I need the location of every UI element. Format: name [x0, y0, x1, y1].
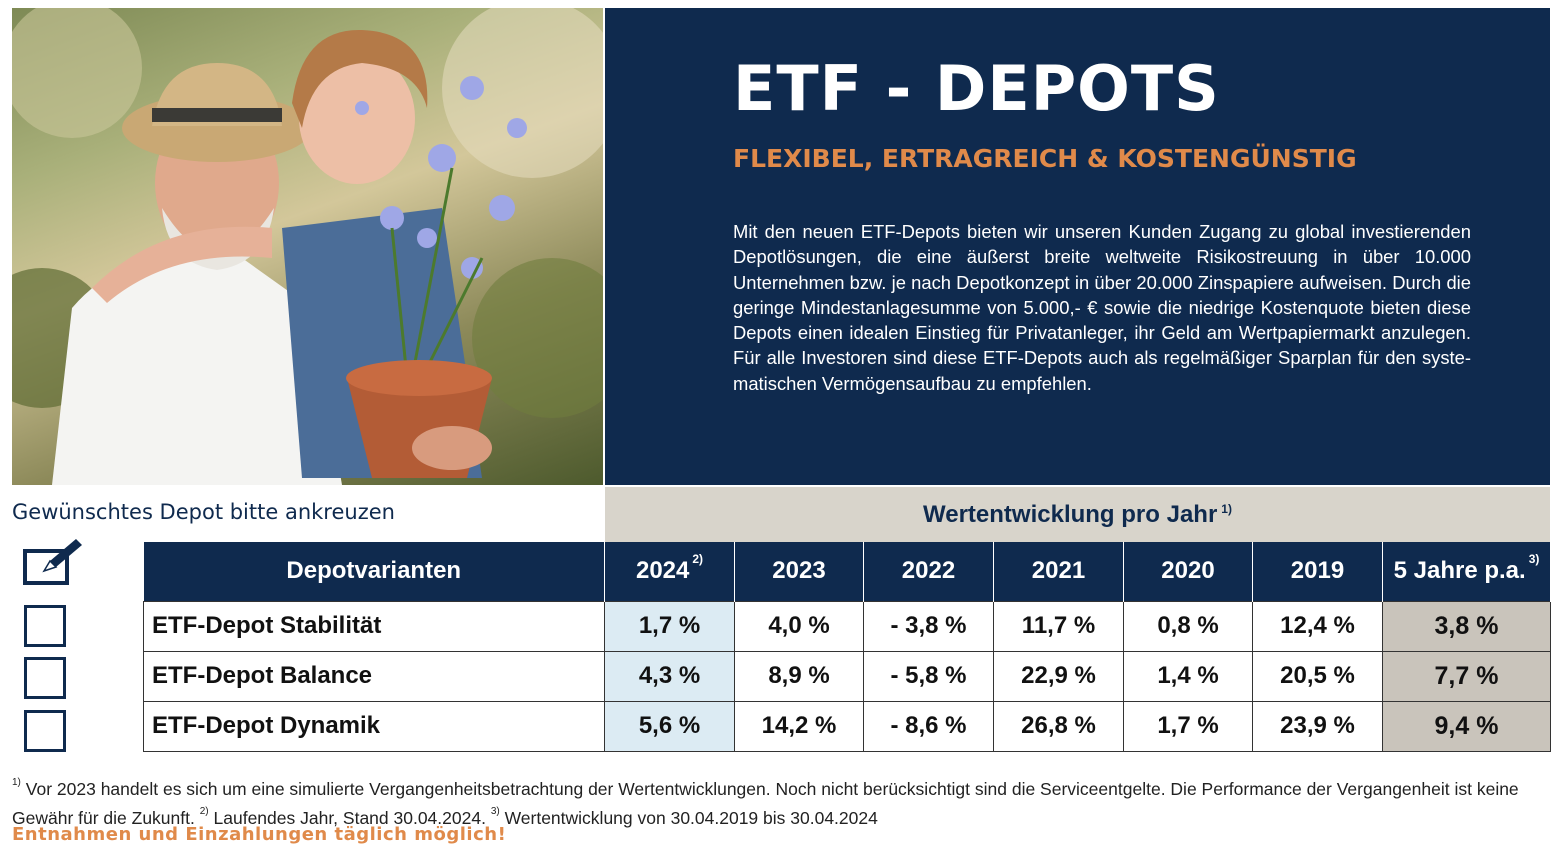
- depot-name: ETF-Depot Dynamik: [143, 700, 605, 752]
- value-cell: 1,7 %: [604, 600, 735, 652]
- column-header-5-jahre: 5 Jahre p.a. 3): [1382, 542, 1551, 601]
- value-cell: - 5,8 %: [863, 650, 994, 702]
- column-header-2020: 2020: [1123, 542, 1253, 601]
- intro-text: Mit den neuen ETF-Depots bieten wir unse…: [733, 221, 1471, 394]
- performance-banner-note: 1): [1221, 501, 1232, 516]
- performance-banner-label: Wertentwicklung pro Jahr: [923, 500, 1218, 528]
- performance-table: Depotvarianten 2024 2) 2023 2022 2021 202…: [143, 542, 1551, 752]
- average-cell: 3,8 %: [1382, 600, 1551, 652]
- performance-banner: Wertentwicklung pro Jahr 1): [605, 487, 1550, 542]
- footnote-3-mark: 3): [490, 805, 500, 817]
- depot-name: ETF-Depot Stabilität: [143, 600, 605, 652]
- value-cell: 22,9 %: [993, 650, 1124, 702]
- column-header-2024: 2024 2): [604, 542, 735, 601]
- checkbox-balance[interactable]: [24, 657, 66, 699]
- depot-name: ETF-Depot Balance: [143, 650, 605, 702]
- header-panel: ETF - DEPOTS FLEXIBEL, ERTRAGREICH & KOS…: [605, 8, 1550, 485]
- column-header-2022: 2022: [863, 542, 994, 601]
- footnote-3: Wertentwicklung von 30.04.2019 bis 30.04…: [499, 807, 878, 828]
- value-cell: 14,2 %: [734, 700, 864, 752]
- table-row: ETF-Depot Stabilität 1,7 % 4,0 % - 3,8 %…: [143, 600, 1551, 652]
- value-cell: - 8,6 %: [863, 700, 994, 752]
- column-header-depotvarianten: Depotvarianten: [143, 542, 605, 601]
- value-cell: 1,4 %: [1123, 650, 1253, 702]
- value-cell: 20,5 %: [1252, 650, 1383, 702]
- call-to-action: Entnahmen und Einzahlungen täglich mögli…: [12, 824, 507, 845]
- footnote-1-mark: 1): [12, 777, 21, 788]
- footnote-2-mark: 2): [199, 805, 209, 817]
- value-cell: 26,8 %: [993, 700, 1124, 752]
- value-cell: 5,6 %: [604, 700, 735, 752]
- column-header-2019: 2019: [1252, 542, 1383, 601]
- value-cell: 4,0 %: [734, 600, 864, 652]
- footnote-text: 1) Vor 2023 handelt es sich um eine simu…: [12, 773, 1557, 831]
- value-cell: 11,7 %: [993, 600, 1124, 652]
- page-title: ETF - DEPOTS: [733, 52, 1220, 125]
- column-header-2023: 2023: [734, 542, 864, 601]
- hero-photo: [12, 8, 603, 485]
- column-header-2021: 2021: [993, 542, 1124, 601]
- page-subtitle: FLEXIBEL, ERTRAGREICH & KOSTENGÜNSTIG: [733, 144, 1357, 173]
- footnote-2: Laufendes Jahr, Stand 30.04.2024.: [208, 807, 491, 828]
- checkbox-dynamik[interactable]: [24, 710, 66, 752]
- value-cell: 1,7 %: [1123, 700, 1253, 752]
- average-cell: 7,7 %: [1382, 650, 1551, 702]
- footnote-1: Vor 2023 handelt es sich um eine simulie…: [12, 778, 1519, 828]
- value-cell: 23,9 %: [1252, 700, 1383, 752]
- checkbox-pen-icon: [23, 539, 82, 585]
- checkbox-stabilitaet[interactable]: [24, 605, 66, 647]
- value-cell: 4,3 %: [604, 650, 735, 702]
- value-cell: 0,8 %: [1123, 600, 1253, 652]
- table-row: ETF-Depot Dynamik 5,6 % 14,2 % - 8,6 % 2…: [143, 700, 1551, 752]
- value-cell: 8,9 %: [734, 650, 864, 702]
- value-cell: - 3,8 %: [863, 600, 994, 652]
- table-header-row: Depotvarianten 2024 2) 2023 2022 2021 202…: [143, 542, 1551, 601]
- value-cell: 12,4 %: [1252, 600, 1383, 652]
- average-cell: 9,4 %: [1382, 700, 1551, 752]
- selection-hint: Gewünschtes Depot bitte ankreuzen: [12, 500, 395, 524]
- table-row: ETF-Depot Balance 4,3 % 8,9 % - 5,8 % 22…: [143, 650, 1551, 702]
